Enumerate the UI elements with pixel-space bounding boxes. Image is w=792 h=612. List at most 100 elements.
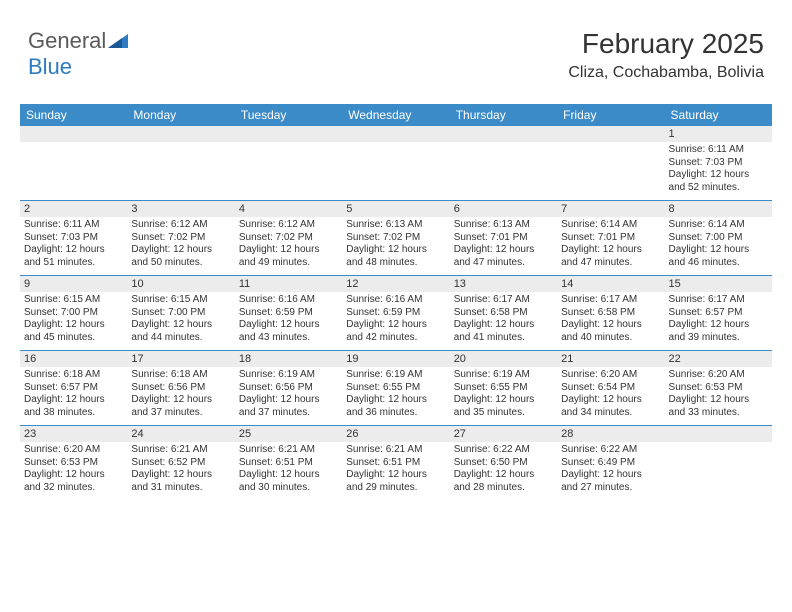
sunrise-text: Sunrise: 6:21 AM xyxy=(239,444,338,457)
daylight-text: Daylight: 12 hours and 44 minutes. xyxy=(131,319,230,344)
sunset-text: Sunset: 6:50 PM xyxy=(454,457,553,470)
sunrise-text: Sunrise: 6:15 AM xyxy=(131,294,230,307)
day-body: Sunrise: 6:19 AMSunset: 6:55 PMDaylight:… xyxy=(342,367,449,425)
header-right: February 2025 Cliza, Cochabamba, Bolivia xyxy=(568,28,764,82)
day-cell xyxy=(20,126,127,200)
daylight-text: Daylight: 12 hours and 32 minutes. xyxy=(24,469,123,494)
calendar: SundayMondayTuesdayWednesdayThursdayFrid… xyxy=(20,104,772,500)
day-number: 14 xyxy=(557,276,664,292)
day-number: 4 xyxy=(235,201,342,217)
daylight-text: Daylight: 12 hours and 30 minutes. xyxy=(239,469,338,494)
sunrise-text: Sunrise: 6:21 AM xyxy=(131,444,230,457)
day-body: Sunrise: 6:20 AMSunset: 6:53 PMDaylight:… xyxy=(20,442,127,500)
sunrise-text: Sunrise: 6:20 AM xyxy=(24,444,123,457)
sunset-text: Sunset: 6:59 PM xyxy=(239,307,338,320)
day-number: 19 xyxy=(342,351,449,367)
weekday-header: Tuesday xyxy=(235,104,342,126)
sunset-text: Sunset: 6:54 PM xyxy=(561,382,660,395)
day-number xyxy=(20,126,127,142)
day-body: Sunrise: 6:16 AMSunset: 6:59 PMDaylight:… xyxy=(235,292,342,350)
week-row: 23Sunrise: 6:20 AMSunset: 6:53 PMDayligh… xyxy=(20,425,772,500)
day-number: 23 xyxy=(20,426,127,442)
daylight-text: Daylight: 12 hours and 52 minutes. xyxy=(669,169,768,194)
day-cell xyxy=(557,126,664,200)
day-cell: 10Sunrise: 6:15 AMSunset: 7:00 PMDayligh… xyxy=(127,276,234,350)
sunrise-text: Sunrise: 6:20 AM xyxy=(669,369,768,382)
sunset-text: Sunset: 7:02 PM xyxy=(239,232,338,245)
week-row: 16Sunrise: 6:18 AMSunset: 6:57 PMDayligh… xyxy=(20,350,772,425)
daylight-text: Daylight: 12 hours and 45 minutes. xyxy=(24,319,123,344)
day-number xyxy=(450,126,557,142)
sunset-text: Sunset: 6:51 PM xyxy=(346,457,445,470)
day-body: Sunrise: 6:14 AMSunset: 7:00 PMDaylight:… xyxy=(665,217,772,275)
week-row: 1Sunrise: 6:11 AMSunset: 7:03 PMDaylight… xyxy=(20,126,772,200)
sunset-text: Sunset: 7:01 PM xyxy=(561,232,660,245)
day-number: 17 xyxy=(127,351,234,367)
sunrise-text: Sunrise: 6:22 AM xyxy=(454,444,553,457)
day-cell: 13Sunrise: 6:17 AMSunset: 6:58 PMDayligh… xyxy=(450,276,557,350)
week-row: 9Sunrise: 6:15 AMSunset: 7:00 PMDaylight… xyxy=(20,275,772,350)
daylight-text: Daylight: 12 hours and 28 minutes. xyxy=(454,469,553,494)
weekday-header: Monday xyxy=(127,104,234,126)
weekday-header-row: SundayMondayTuesdayWednesdayThursdayFrid… xyxy=(20,104,772,126)
day-cell: 5Sunrise: 6:13 AMSunset: 7:02 PMDaylight… xyxy=(342,201,449,275)
day-cell: 27Sunrise: 6:22 AMSunset: 6:50 PMDayligh… xyxy=(450,426,557,500)
day-body xyxy=(665,442,772,500)
day-cell: 28Sunrise: 6:22 AMSunset: 6:49 PMDayligh… xyxy=(557,426,664,500)
day-number: 16 xyxy=(20,351,127,367)
weekday-header: Thursday xyxy=(450,104,557,126)
day-number: 26 xyxy=(342,426,449,442)
sunset-text: Sunset: 7:02 PM xyxy=(131,232,230,245)
weekday-header: Wednesday xyxy=(342,104,449,126)
sunset-text: Sunset: 6:49 PM xyxy=(561,457,660,470)
day-body xyxy=(342,142,449,200)
day-number: 1 xyxy=(665,126,772,142)
day-body: Sunrise: 6:12 AMSunset: 7:02 PMDaylight:… xyxy=(235,217,342,275)
day-cell xyxy=(127,126,234,200)
day-cell: 9Sunrise: 6:15 AMSunset: 7:00 PMDaylight… xyxy=(20,276,127,350)
day-number xyxy=(127,126,234,142)
weeks-container: 1Sunrise: 6:11 AMSunset: 7:03 PMDaylight… xyxy=(20,126,772,500)
day-cell: 24Sunrise: 6:21 AMSunset: 6:52 PMDayligh… xyxy=(127,426,234,500)
day-number: 22 xyxy=(665,351,772,367)
day-number xyxy=(665,426,772,442)
day-cell: 6Sunrise: 6:13 AMSunset: 7:01 PMDaylight… xyxy=(450,201,557,275)
day-cell: 17Sunrise: 6:18 AMSunset: 6:56 PMDayligh… xyxy=(127,351,234,425)
sunrise-text: Sunrise: 6:13 AM xyxy=(454,219,553,232)
daylight-text: Daylight: 12 hours and 39 minutes. xyxy=(669,319,768,344)
day-cell xyxy=(342,126,449,200)
day-cell: 19Sunrise: 6:19 AMSunset: 6:55 PMDayligh… xyxy=(342,351,449,425)
sunset-text: Sunset: 6:57 PM xyxy=(669,307,768,320)
day-number: 28 xyxy=(557,426,664,442)
daylight-text: Daylight: 12 hours and 37 minutes. xyxy=(239,394,338,419)
sunrise-text: Sunrise: 6:19 AM xyxy=(454,369,553,382)
sunrise-text: Sunrise: 6:15 AM xyxy=(24,294,123,307)
day-number: 9 xyxy=(20,276,127,292)
sunset-text: Sunset: 6:55 PM xyxy=(346,382,445,395)
day-cell: 23Sunrise: 6:20 AMSunset: 6:53 PMDayligh… xyxy=(20,426,127,500)
day-body xyxy=(450,142,557,200)
sunset-text: Sunset: 6:59 PM xyxy=(346,307,445,320)
day-number: 24 xyxy=(127,426,234,442)
day-number: 21 xyxy=(557,351,664,367)
day-body: Sunrise: 6:22 AMSunset: 6:50 PMDaylight:… xyxy=(450,442,557,500)
sunrise-text: Sunrise: 6:12 AM xyxy=(131,219,230,232)
daylight-text: Daylight: 12 hours and 33 minutes. xyxy=(669,394,768,419)
day-number xyxy=(557,126,664,142)
day-body: Sunrise: 6:17 AMSunset: 6:58 PMDaylight:… xyxy=(557,292,664,350)
day-body xyxy=(557,142,664,200)
location: Cliza, Cochabamba, Bolivia xyxy=(568,64,764,82)
day-body: Sunrise: 6:19 AMSunset: 6:55 PMDaylight:… xyxy=(450,367,557,425)
sunset-text: Sunset: 7:03 PM xyxy=(669,157,768,170)
day-cell: 16Sunrise: 6:18 AMSunset: 6:57 PMDayligh… xyxy=(20,351,127,425)
logo-word2: Blue xyxy=(28,54,72,79)
daylight-text: Daylight: 12 hours and 35 minutes. xyxy=(454,394,553,419)
day-body xyxy=(127,142,234,200)
daylight-text: Daylight: 12 hours and 34 minutes. xyxy=(561,394,660,419)
day-number: 6 xyxy=(450,201,557,217)
sunrise-text: Sunrise: 6:16 AM xyxy=(346,294,445,307)
sunset-text: Sunset: 7:00 PM xyxy=(131,307,230,320)
day-cell: 21Sunrise: 6:20 AMSunset: 6:54 PMDayligh… xyxy=(557,351,664,425)
sunrise-text: Sunrise: 6:17 AM xyxy=(454,294,553,307)
day-number: 12 xyxy=(342,276,449,292)
